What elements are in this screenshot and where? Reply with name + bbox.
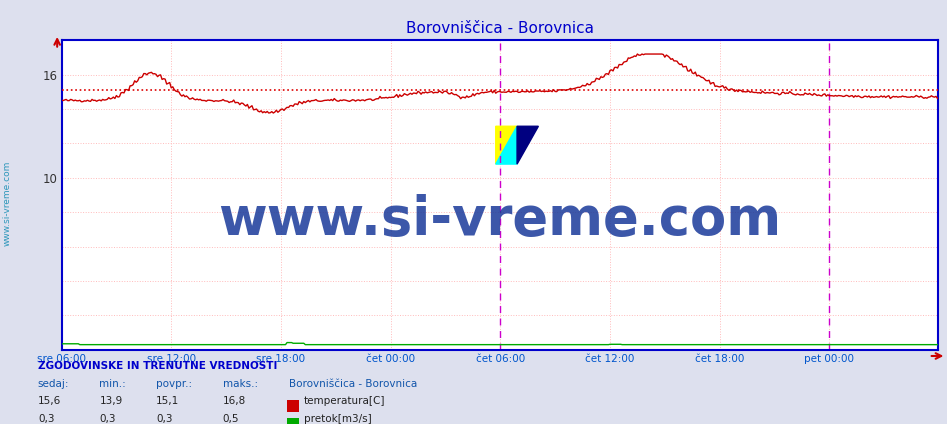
Text: maks.:: maks.: — [223, 379, 258, 389]
Text: 0,3: 0,3 — [99, 414, 116, 424]
Polygon shape — [495, 126, 517, 164]
Text: temperatura[C]: temperatura[C] — [304, 396, 385, 407]
Text: 15,6: 15,6 — [38, 396, 62, 407]
Title: Borovniščica - Borovnica: Borovniščica - Borovnica — [405, 21, 594, 36]
Text: 16,8: 16,8 — [223, 396, 246, 407]
Text: pretok[m3/s]: pretok[m3/s] — [304, 414, 372, 424]
Text: 0,3: 0,3 — [38, 414, 54, 424]
Text: povpr.:: povpr.: — [156, 379, 192, 389]
Polygon shape — [495, 126, 517, 164]
Text: 15,1: 15,1 — [156, 396, 180, 407]
Text: 0,3: 0,3 — [156, 414, 172, 424]
Text: www.si-vreme.com: www.si-vreme.com — [218, 194, 781, 246]
Text: 0,5: 0,5 — [223, 414, 239, 424]
Text: 13,9: 13,9 — [99, 396, 123, 407]
Text: sedaj:: sedaj: — [38, 379, 69, 389]
Text: Borovniščica - Borovnica: Borovniščica - Borovnica — [289, 379, 417, 389]
Text: min.:: min.: — [99, 379, 126, 389]
Text: ZGODOVINSKE IN TRENUTNE VREDNOSTI: ZGODOVINSKE IN TRENUTNE VREDNOSTI — [38, 361, 277, 371]
Text: www.si-vreme.com: www.si-vreme.com — [3, 161, 12, 246]
Polygon shape — [517, 126, 539, 164]
